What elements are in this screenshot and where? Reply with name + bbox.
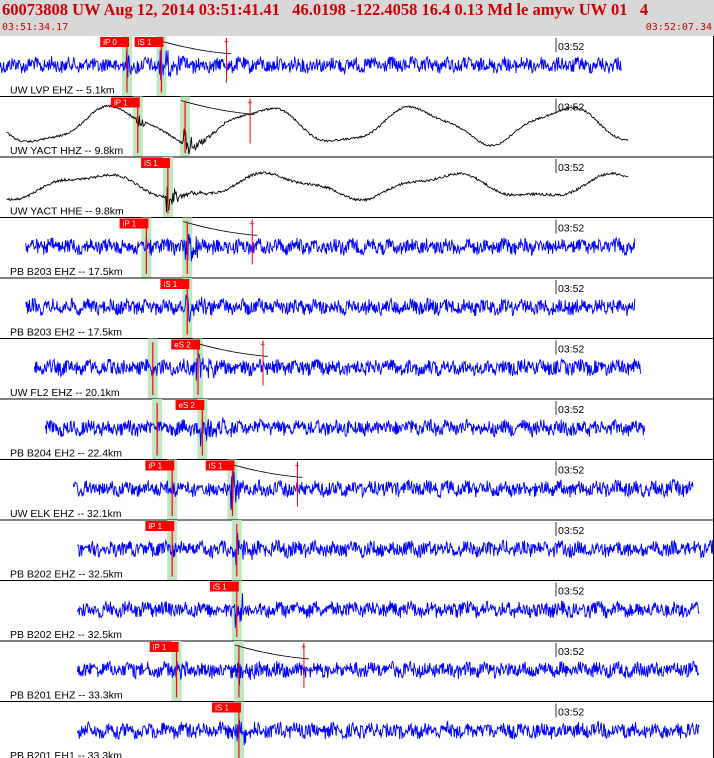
pick-label: iS 1 <box>215 704 229 713</box>
waveform-line <box>77 532 714 566</box>
pick-label: iS 1 <box>163 280 177 289</box>
trace-panel[interactable]: + iP 1 03:52 PB B201 EHZ -- 33.3km <box>0 641 714 702</box>
trace-label: PB B204 EH2 -- 22.4km <box>10 448 122 460</box>
waveform-line <box>77 719 700 746</box>
pick-label: iS 1 <box>138 38 152 47</box>
time-tick-label: 03:52 <box>558 525 584 537</box>
coda-plus: + <box>301 642 306 652</box>
waveform-line <box>33 353 642 381</box>
coda-curve <box>228 463 303 478</box>
trace-panel[interactable]: iS 1 03:52 PB B203 EH2 -- 17.5km <box>0 278 714 339</box>
time-tick-label: 03:52 <box>558 707 584 719</box>
time-tick-label: 03:52 <box>558 223 584 235</box>
coda-plus: + <box>294 461 299 471</box>
waveform-line <box>44 417 646 447</box>
pick-flag[interactable] <box>141 158 170 168</box>
coda-plus: + <box>223 37 228 47</box>
coda-plus: + <box>249 219 254 229</box>
pick-flag[interactable] <box>145 521 175 531</box>
waveform-line <box>72 471 694 510</box>
pick-flag[interactable] <box>175 400 205 410</box>
pick-flag[interactable] <box>100 37 130 47</box>
coda-curve <box>157 39 232 55</box>
event-title: 60073808 UW Aug 12, 2014 03:51:41.41 46.… <box>2 0 649 19</box>
trace-panel[interactable]: + iP 0 iS 1 03:52 UW LVP EHZ -- 5.1km <box>0 36 714 97</box>
trace-panel[interactable]: + iP 1 03:52 UW YACT HHZ -- 9.8km <box>0 96 714 158</box>
pick-flag[interactable] <box>212 702 241 713</box>
coda-curve <box>180 100 256 115</box>
trace-label: PB B202 EHZ -- 32.5km <box>10 569 123 581</box>
trace-label: PB B203 EHZ -- 17.5km <box>10 266 123 278</box>
time-tick-label: 03:52 <box>558 41 584 53</box>
trace-label: PB B203 EH2 -- 17.5km <box>10 327 122 339</box>
time-tick-label: 03:52 <box>558 162 584 174</box>
event-header: 60073808 UW Aug 12, 2014 03:51:41.41 46.… <box>0 0 714 36</box>
start-time-label: 03:51:34.17 <box>2 22 69 33</box>
waveform-line <box>6 171 629 213</box>
pick-label: iP 1 <box>114 99 128 108</box>
trace-label: UW ELK EHZ -- 32.1km <box>10 508 122 520</box>
waveform-line <box>77 593 700 628</box>
waveform-line <box>25 233 636 262</box>
trace-label: UW YACT HHZ -- 9.8km <box>10 145 123 157</box>
time-tick-label: 03:52 <box>558 465 584 477</box>
pick-label: eS 2 <box>174 341 191 350</box>
pick-label: iP 0 <box>103 38 117 47</box>
time-tick-label: 03:52 <box>558 404 584 416</box>
trace-label: PB B201 EH1 -- 33.3km <box>10 750 122 758</box>
time-tick-label: 03:52 <box>558 646 584 658</box>
pick-flag[interactable] <box>119 218 149 229</box>
coda-plus: + <box>247 98 252 108</box>
pick-label: iP 1 <box>148 462 162 471</box>
coda-curve <box>183 221 258 236</box>
pick-label: iP 1 <box>148 522 162 531</box>
time-tick-label: 03:52 <box>558 283 584 295</box>
waveform-line <box>0 50 622 81</box>
trace-panel[interactable]: iS 1 03:52 UW YACT HHE -- 9.8km <box>0 157 714 218</box>
trace-panel[interactable]: + iP 1 03:52 PB B203 EHZ -- 17.5km <box>0 217 714 279</box>
trace-panel[interactable]: iS 1 03:52 PB B201 EH1 -- 33.3km <box>0 701 714 758</box>
trace-panel[interactable]: iP 1 03:52 PB B202 EHZ -- 32.5km <box>0 520 714 581</box>
waveform-line <box>6 104 629 155</box>
trace-panel[interactable]: iS 1 03:52 PB B202 EH2 -- 32.5km <box>0 580 714 642</box>
coda-plus: + <box>260 340 265 350</box>
pick-label: iP 1 <box>153 643 167 652</box>
end-time-label: 03:52:07.34 <box>645 22 712 33</box>
pick-flag[interactable] <box>160 279 190 289</box>
pick-flag[interactable] <box>110 97 140 108</box>
trace-panel[interactable]: + eS 2 03:52 UW FL2 EHZ -- 20.1km <box>0 338 714 400</box>
trace-panel[interactable]: + iP 1 iS 1 03:52 UW ELK EHZ -- 32.1km <box>0 459 714 521</box>
trace-panel[interactable]: eS 2 03:52 PB B204 EH2 -- 22.4km <box>0 399 714 460</box>
trace-label: UW LVP EHZ -- 5.1km <box>10 85 115 97</box>
time-tick-label: 03:52 <box>558 586 584 598</box>
pick-label: iS 1 <box>209 462 223 471</box>
trace-label: PB B201 EHZ -- 33.3km <box>10 690 123 702</box>
trace-label: UW FL2 EHZ -- 20.1km <box>10 387 120 399</box>
pick-flag[interactable] <box>171 339 201 350</box>
time-tick-label: 03:52 <box>558 102 584 114</box>
pick-flag[interactable] <box>145 460 175 471</box>
pick-label: iS 1 <box>213 583 227 592</box>
pick-flag[interactable] <box>134 37 164 47</box>
coda-curve <box>234 644 309 660</box>
pick-flag[interactable] <box>205 460 235 471</box>
pick-flag[interactable] <box>149 642 179 652</box>
trace-label: UW YACT HHE -- 9.8km <box>10 206 124 218</box>
waveform-line <box>77 657 700 686</box>
pick-label: iS 1 <box>144 159 158 168</box>
seismogram-plot[interactable]: + iP 0 iS 1 03:52 UW LVP EHZ -- 5.1km + iP 1 03… <box>0 36 714 758</box>
time-tick-label: 03:52 <box>558 344 584 356</box>
pick-label: iP 1 <box>123 220 137 229</box>
trace-label: PB B202 EH2 -- 32.5km <box>10 629 122 641</box>
pick-label: eS 2 <box>179 401 196 410</box>
pick-flag[interactable] <box>209 581 239 592</box>
waveform-line <box>25 294 636 323</box>
coda-curve <box>193 342 269 357</box>
